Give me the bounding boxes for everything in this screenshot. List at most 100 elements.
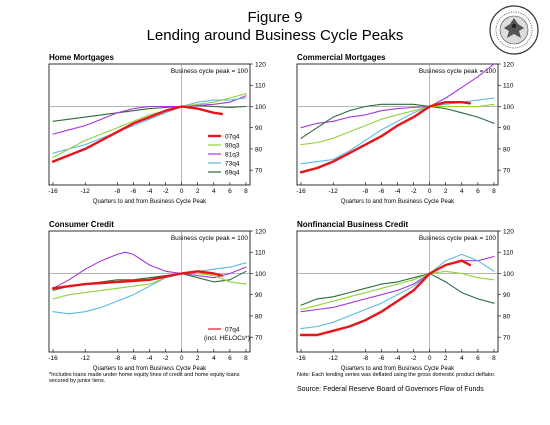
x-tick-label: 6: [228, 188, 232, 195]
heloc-footnote-line2: secured by junior liens.: [49, 378, 106, 385]
y-tick-label: 70: [503, 168, 511, 175]
x-tick-label: 2: [444, 188, 448, 195]
x-tick-label: -12: [328, 355, 338, 362]
x-tick-label: 4: [212, 188, 216, 195]
x-tick-label: -8: [114, 188, 120, 195]
y-tick-label: 110: [255, 83, 266, 90]
x-tick-label: -4: [395, 355, 401, 362]
series-line-07q4: [299, 101, 472, 174]
y-tick-label: 110: [503, 250, 514, 257]
x-tick-label: 0: [180, 188, 184, 195]
x-tick-label: 2: [444, 355, 448, 362]
peak-label: Business cycle peak = 100: [171, 68, 249, 75]
y-tick-label: 80: [503, 313, 511, 320]
y-tick-label: 100: [503, 271, 514, 278]
x-tick-label: -16: [48, 188, 58, 195]
legend-entry-90q3: 90q3: [225, 143, 240, 150]
peak-label: Business cycle peak = 100: [171, 235, 249, 242]
x-tick-label: 0: [428, 188, 432, 195]
x-tick-label: -12: [80, 188, 90, 195]
x-tick-label: -8: [114, 355, 120, 362]
y-tick-label: 80: [255, 146, 263, 153]
y-tick-label: 70: [255, 335, 263, 342]
x-tick-label: -12: [328, 188, 338, 195]
x-tick-label: 8: [244, 188, 248, 195]
x-tick-label: 2: [196, 188, 200, 195]
y-tick-label: 110: [255, 250, 266, 257]
x-tick-label: -16: [48, 355, 58, 362]
series-line-73q4: [52, 97, 247, 154]
panel-title: Nonfinancial Business Credit: [297, 220, 408, 229]
chart-panel-1: Home Mortgages Business cycle peak = 100 -…: [48, 53, 266, 205]
x-axis-label: Quarters to and from Business Cycle Peak: [93, 366, 207, 372]
heloc-footnote-line1: *Includes loans made under home equity l…: [49, 372, 240, 378]
y-tick-label: 100: [255, 104, 266, 111]
heloc-footnote: *Includes loans made under home equity l…: [49, 372, 239, 385]
x-tick-label: -2: [411, 355, 417, 362]
x-tick-label: -2: [163, 355, 169, 362]
series-line-90q3: [300, 270, 495, 311]
y-tick-label: 100: [503, 104, 514, 111]
series-line-07q4: [299, 259, 472, 337]
plot-frame: [48, 230, 251, 353]
x-tick-label: -16: [296, 188, 306, 195]
chart-panel-2: Commercial Mortgages Business cycle peak …: [296, 53, 514, 205]
x-tick-label: -6: [379, 355, 385, 362]
y-tick-label: 90: [255, 125, 263, 132]
x-tick-label: -12: [80, 355, 90, 362]
chart-panel-3: Consumer Credit Business cycle peak = 100…: [48, 220, 266, 372]
x-tick-label: 4: [460, 355, 464, 362]
x-tick-label: 8: [492, 188, 496, 195]
x-tick-label: 8: [244, 355, 248, 362]
source-note: Source: Federal Reserve Board of Governo…: [297, 386, 484, 393]
y-tick-label: 70: [255, 168, 263, 175]
x-tick-label: -8: [362, 188, 368, 195]
series-line-90q3: [52, 93, 247, 158]
y-tick-label: 120: [503, 229, 514, 236]
y-tick-label: 120: [503, 62, 514, 69]
y-tick-label: 80: [255, 313, 263, 320]
x-tick-label: -6: [379, 188, 385, 195]
panel-title: Consumer Credit: [49, 220, 114, 229]
series-line-90q3: [52, 272, 247, 300]
figure-subtitle: Lending around Business Cycle Peaks: [146, 27, 404, 44]
y-tick-label: 90: [255, 292, 263, 299]
panel-title: Home Mortgages: [49, 53, 114, 62]
x-tick-label: -8: [362, 355, 368, 362]
peak-label: Business cycle peak = 100: [419, 235, 497, 242]
x-tick-label: -4: [395, 188, 401, 195]
legend-entry-69q4: 69q4: [225, 170, 240, 177]
y-tick-label: 80: [503, 146, 511, 153]
series-line-07q4: [51, 105, 224, 163]
x-tick-label: 0: [428, 355, 432, 362]
y-tick-label: 110: [503, 83, 514, 90]
x-tick-label: -2: [411, 188, 417, 195]
series-line-73q4: [300, 253, 495, 330]
legend-entry-07q4: 07q4: [225, 134, 240, 141]
x-tick-label: -6: [131, 188, 137, 195]
x-tick-label: -4: [147, 355, 153, 362]
y-tick-label: 120: [255, 229, 266, 236]
y-tick-label: 90: [503, 125, 511, 132]
y-tick-label: 100: [255, 271, 266, 278]
panel-title: Commercial Mortgages: [297, 53, 386, 62]
y-tick-label: 90: [503, 292, 511, 299]
x-tick-label: 6: [476, 188, 480, 195]
series-line-69q4: [300, 103, 495, 139]
legend-entry-81q3: 81q3: [225, 152, 240, 159]
x-tick-label: 6: [476, 355, 480, 362]
chart-panel-4: Nonfinancial Business Credit Business cyc…: [296, 220, 514, 372]
series-line-73q4: [52, 262, 247, 315]
x-tick-label: 0: [180, 355, 184, 362]
deflator-note: Note: Each lending series was deflated u…: [297, 372, 496, 378]
x-tick-label: 6: [228, 355, 232, 362]
series-line-81q3: [52, 251, 247, 289]
y-tick-label: 70: [503, 335, 511, 342]
series-line-69q4: [52, 104, 247, 122]
y-tick-label: 120: [255, 62, 266, 69]
x-tick-label: -2: [163, 188, 169, 195]
series-line-81q3: [52, 95, 247, 135]
legend-note: (incl. HELOCs*): [204, 335, 250, 342]
x-axis-label: Quarters to and from Business Cycle Peak: [341, 199, 455, 205]
plot-frame: [296, 230, 499, 353]
